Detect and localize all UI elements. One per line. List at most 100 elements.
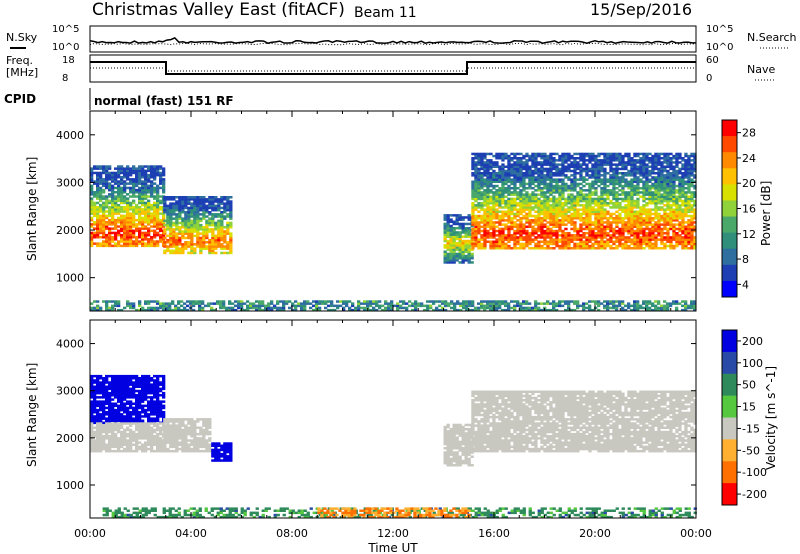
power-cell — [627, 304, 631, 308]
power-cell — [612, 178, 616, 181]
power-cell — [558, 219, 562, 222]
power-cell — [546, 236, 550, 239]
power-cell — [639, 306, 643, 310]
power-cell — [489, 240, 493, 243]
power-cell — [513, 199, 517, 203]
power-cell — [229, 217, 233, 220]
power-cell — [573, 180, 577, 183]
power-cell — [693, 242, 697, 246]
power-cell — [123, 184, 127, 188]
power-cell — [471, 242, 475, 246]
power-cell — [534, 197, 538, 201]
power-cell — [132, 223, 136, 226]
power-cell — [546, 308, 550, 312]
power-cell — [117, 240, 121, 243]
power-cell — [681, 247, 685, 250]
power-cell — [455, 252, 459, 256]
power-cell — [117, 173, 121, 177]
colorbar-tick-label: 8 — [742, 253, 749, 266]
power-cell — [528, 174, 532, 177]
power-cell — [594, 182, 598, 186]
power-cell — [163, 230, 167, 233]
power-cell — [129, 201, 133, 205]
power-cell — [126, 221, 130, 224]
velocity-cell — [90, 406, 94, 410]
power-cell — [357, 306, 361, 310]
power-cell — [687, 178, 691, 181]
power-cell — [510, 225, 514, 228]
power-cell — [105, 178, 109, 181]
power-cell — [449, 235, 453, 238]
power-cell — [223, 217, 227, 220]
power-cell — [208, 217, 212, 220]
power-cell — [96, 229, 100, 233]
power-cell — [495, 302, 499, 305]
power-cell — [525, 174, 529, 177]
power-cell — [543, 217, 547, 220]
power-cell — [480, 208, 484, 211]
power-cell — [446, 257, 450, 260]
power-cell — [246, 300, 250, 303]
power-cell — [495, 240, 499, 243]
power-cell — [681, 300, 685, 303]
power-cell — [612, 187, 616, 190]
power-cell — [525, 229, 529, 233]
power-cell — [609, 214, 613, 218]
power-cell — [470, 248, 474, 251]
power-cell — [96, 218, 100, 222]
power-cell — [678, 182, 682, 186]
power-cell — [645, 184, 649, 188]
power-cell — [96, 300, 100, 303]
power-cell — [657, 197, 661, 201]
noise-tick-low-right: 10^0 — [706, 42, 733, 53]
power-cell — [642, 193, 646, 196]
power-cell — [507, 159, 511, 162]
power-cell — [594, 172, 598, 175]
power-cell — [540, 165, 544, 168]
power-cell — [558, 187, 562, 190]
beam-label: Beam 11 — [354, 5, 417, 21]
power-cell — [169, 238, 173, 242]
power-cell — [193, 200, 197, 203]
power-cell — [597, 161, 601, 164]
power-cell — [606, 242, 610, 246]
power-cell — [492, 302, 496, 305]
power-cell — [630, 187, 634, 190]
power-cell — [498, 306, 502, 310]
power-cell — [510, 187, 514, 190]
power-cell — [99, 242, 103, 245]
power-cell — [639, 174, 643, 177]
power-cell — [681, 240, 685, 243]
power-cell — [642, 159, 646, 162]
power-cell — [461, 227, 465, 230]
power-cell — [477, 229, 481, 233]
power-cell — [663, 180, 667, 183]
power-cell — [651, 232, 655, 235]
power-cell — [282, 308, 286, 312]
power-cell — [582, 219, 586, 222]
power-cell — [618, 178, 622, 181]
power-cell — [135, 308, 139, 312]
power-cell — [202, 234, 206, 238]
power-cell — [211, 249, 215, 253]
power-cell — [564, 232, 568, 235]
power-cell — [132, 165, 136, 168]
power-cell — [135, 238, 139, 241]
power-cell — [672, 232, 676, 235]
power-cell — [220, 198, 224, 201]
power-cell — [169, 243, 173, 246]
power-cell — [156, 201, 160, 205]
power-cell — [474, 178, 478, 181]
power-cell — [645, 169, 649, 173]
power-cell — [237, 302, 241, 305]
power-cell — [546, 244, 550, 248]
power-cell — [642, 306, 646, 310]
power-cell — [501, 214, 505, 218]
power-cell — [540, 187, 544, 190]
power-cell — [114, 171, 118, 175]
power-cell — [588, 229, 592, 233]
power-cell — [618, 204, 622, 207]
power-cell — [510, 223, 514, 226]
power-cell — [687, 238, 691, 241]
power-cell — [96, 308, 100, 312]
